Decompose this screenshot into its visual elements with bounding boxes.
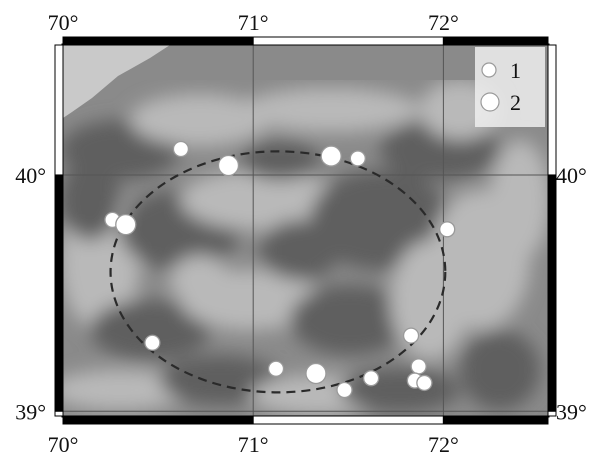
tick-label-top: 70° xyxy=(48,10,79,35)
frame-segment-top xyxy=(442,36,549,46)
map-area xyxy=(63,45,548,416)
frame-segment-bottom xyxy=(442,415,549,425)
relief-patch xyxy=(180,170,340,230)
map-frame xyxy=(54,36,557,425)
tick-label-left: 40° xyxy=(15,163,46,188)
tick-label-right: 40° xyxy=(556,163,587,188)
tick-label-top: 71° xyxy=(238,10,269,35)
relief-patch xyxy=(340,368,460,412)
relief-patch xyxy=(240,88,420,132)
relief-patch xyxy=(490,140,548,260)
left-tick-labels: 40° 39° xyxy=(15,163,46,424)
relief-patch xyxy=(390,240,470,360)
right-tick-labels: 40° 39° xyxy=(556,163,587,424)
relief-patch xyxy=(63,370,190,410)
frame-segment-right xyxy=(547,410,557,417)
event-marker-type-2 xyxy=(217,154,240,177)
tick-label-bottom: 71° xyxy=(238,432,269,457)
frame-segment-left xyxy=(54,44,64,176)
relief-patch xyxy=(240,140,320,180)
legend-symbol-1 xyxy=(481,62,497,78)
relief-patch xyxy=(90,300,210,360)
study-area-circle xyxy=(109,150,447,394)
relief-patch xyxy=(130,94,270,146)
legend: 1 2 xyxy=(475,47,545,127)
relief-patch xyxy=(170,255,230,305)
event-marker-type-1 xyxy=(410,358,427,375)
frame-segment-right xyxy=(547,44,557,176)
legend-label-1: 1 xyxy=(510,58,521,83)
event-marker-type-2 xyxy=(320,145,342,167)
tick-label-right: 39° xyxy=(556,399,587,424)
top-tick-labels: 70° 71° 72° xyxy=(48,10,459,35)
event-marker-type-1 xyxy=(172,140,190,158)
event-marker-type-1 xyxy=(144,334,161,351)
event-marker-type-2 xyxy=(305,362,327,385)
frame-segment-left xyxy=(54,174,64,412)
event-marker-type-1 xyxy=(402,327,420,344)
legend-symbol-2 xyxy=(480,92,500,112)
tick-label-top: 72° xyxy=(428,10,459,35)
relief-patch xyxy=(160,355,280,405)
event-marker-type-1 xyxy=(416,374,433,392)
frame-segment-top xyxy=(252,36,444,46)
frame-segment-bottom xyxy=(252,415,444,425)
event-marker-type-1 xyxy=(336,381,353,399)
tick-label-bottom: 72° xyxy=(428,432,459,457)
relief-patch xyxy=(63,160,120,240)
frame-segment-top xyxy=(62,36,254,46)
relief-patch xyxy=(290,285,410,355)
event-markers xyxy=(104,140,456,399)
event-marker-type-1 xyxy=(267,360,285,377)
event-marker-type-1 xyxy=(439,221,456,238)
event-marker-type-2 xyxy=(115,213,137,236)
tick-label-left: 39° xyxy=(15,399,46,424)
legend-box xyxy=(475,47,545,127)
relief-shading xyxy=(63,80,548,415)
frame-segment-bottom xyxy=(62,415,254,425)
event-marker-type-1 xyxy=(362,370,380,387)
relief-patch xyxy=(460,330,540,410)
event-marker-type-1 xyxy=(349,150,366,167)
frame-segment-right xyxy=(547,174,557,412)
bottom-tick-labels: 70° 71° 72° xyxy=(48,432,459,457)
frame-segment-left xyxy=(54,410,64,417)
water-body xyxy=(63,45,170,118)
legend-label-2: 2 xyxy=(510,90,521,115)
tick-label-bottom: 70° xyxy=(48,432,79,457)
relief-patch xyxy=(260,220,340,280)
